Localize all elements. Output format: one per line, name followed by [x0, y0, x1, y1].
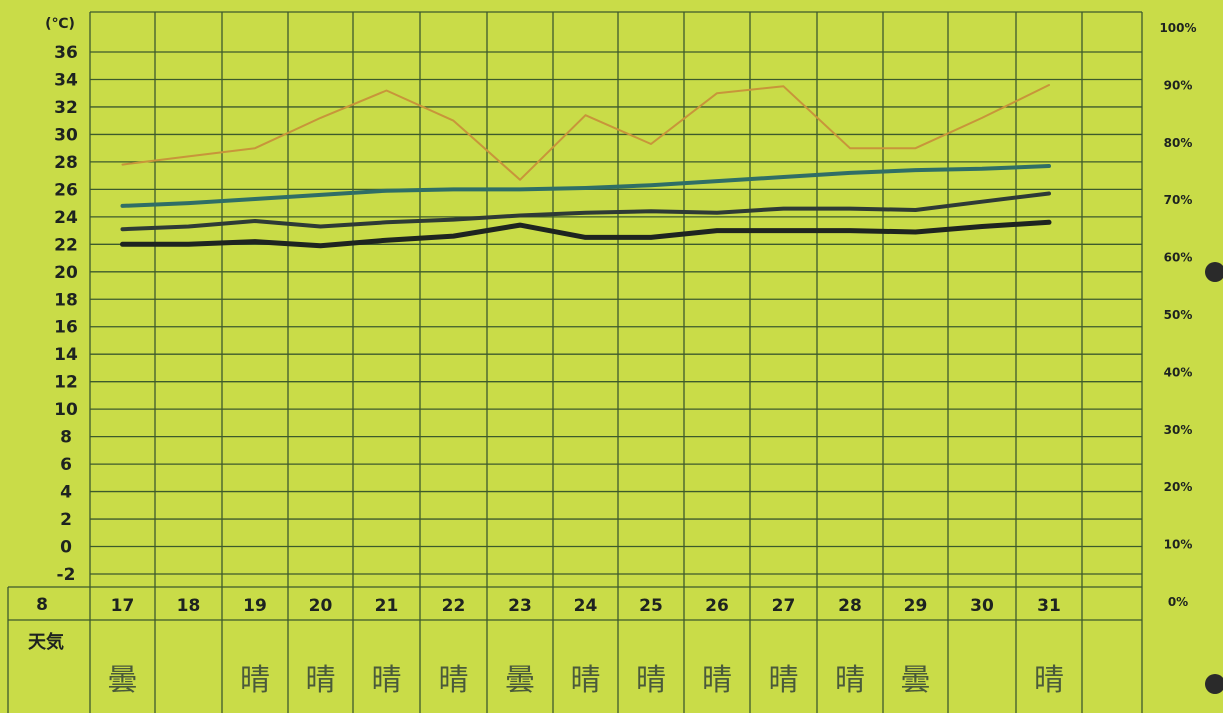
x-tick-label: 17 [111, 596, 135, 616]
series-layer [120, 84, 1052, 249]
weather-entry: 晴 [636, 663, 666, 698]
y-tick-label: 8 [60, 428, 72, 448]
series-line-1 [121, 84, 1050, 181]
x-tick-label: 30 [970, 596, 994, 616]
right-tick-label: 60% [1164, 251, 1193, 265]
y-tick-label: 26 [54, 180, 78, 200]
y-tick-label: 36 [54, 43, 78, 63]
weather-entry: 晴 [306, 663, 336, 698]
right-tick-label: 50% [1164, 308, 1193, 322]
y-tick-label: 14 [54, 345, 78, 365]
right-tick-label: 80% [1164, 136, 1193, 150]
y-tick-label: -2 [57, 565, 76, 585]
x-tick-label: 25 [639, 596, 663, 616]
binder-hole-top [1205, 262, 1223, 282]
series-line-4 [120, 219, 1052, 249]
weather-entry: 晴 [571, 663, 601, 698]
right-tick-label: 20% [1164, 480, 1193, 494]
x-tick-label: 27 [772, 596, 796, 616]
binder-holes [1205, 262, 1223, 694]
series-line-2 [120, 164, 1051, 208]
weather-row-label: 天気 [28, 631, 64, 653]
y-tick-label: 16 [54, 318, 78, 338]
x-tick-label: 22 [442, 596, 466, 616]
label-layer: (℃) 8 天気 3634323028262422201816141210864… [28, 16, 1197, 698]
weather-entry: 晴 [769, 663, 799, 698]
weather-entry: 晴 [439, 663, 469, 698]
weather-entry: 曇 [901, 663, 931, 698]
y-tick-label: 32 [54, 98, 78, 118]
right-tick-label: 40% [1164, 365, 1193, 379]
x-tick-label: 19 [243, 596, 267, 616]
y-tick-label: 10 [54, 400, 78, 420]
y-tick-label: 2 [60, 510, 72, 530]
y-tick-label: 6 [60, 455, 72, 475]
weather-entry: 曇 [108, 663, 138, 698]
y-unit-label: (℃) [45, 16, 75, 32]
y-tick-label: 30 [54, 125, 78, 145]
weather-entry: 晴 [702, 663, 732, 698]
x-tick-label: 26 [705, 596, 729, 616]
y-tick-label: 20 [54, 263, 78, 283]
right-tick-label: 0% [1168, 595, 1188, 609]
x-tick-label: 23 [508, 596, 532, 616]
x-tick-label: 24 [574, 596, 598, 616]
x-tick-label: 31 [1037, 596, 1061, 616]
weather-entry: 曇 [505, 663, 535, 698]
series-line-3 [120, 191, 1051, 232]
y-tick-label: 12 [54, 373, 78, 393]
x-tick-label: 28 [838, 596, 862, 616]
y-tick-label: 4 [60, 483, 72, 503]
y-tick-label: 24 [54, 208, 78, 228]
grid-layer [7, 11, 1143, 713]
right-tick-label: 100% [1159, 21, 1196, 35]
x-tick-label: 29 [904, 596, 928, 616]
weather-entry: 晴 [372, 663, 402, 698]
month-label: 8 [36, 595, 48, 615]
y-tick-label: 34 [54, 70, 78, 90]
x-tick-label: 20 [309, 596, 333, 616]
y-tick-label: 22 [54, 235, 78, 255]
y-tick-label: 0 [60, 538, 72, 558]
y-tick-label: 18 [54, 290, 78, 310]
weather-entry: 晴 [1034, 663, 1064, 698]
right-tick-label: 90% [1164, 78, 1193, 92]
y-tick-label: 28 [54, 153, 78, 173]
weather-entry: 晴 [835, 663, 865, 698]
right-tick-label: 70% [1164, 193, 1193, 207]
right-tick-label: 30% [1164, 423, 1193, 437]
right-tick-label: 10% [1164, 538, 1193, 552]
x-tick-label: 21 [375, 596, 399, 616]
binder-hole-bottom [1205, 674, 1223, 694]
weather-entry: 晴 [240, 663, 270, 698]
x-tick-label: 18 [177, 596, 201, 616]
